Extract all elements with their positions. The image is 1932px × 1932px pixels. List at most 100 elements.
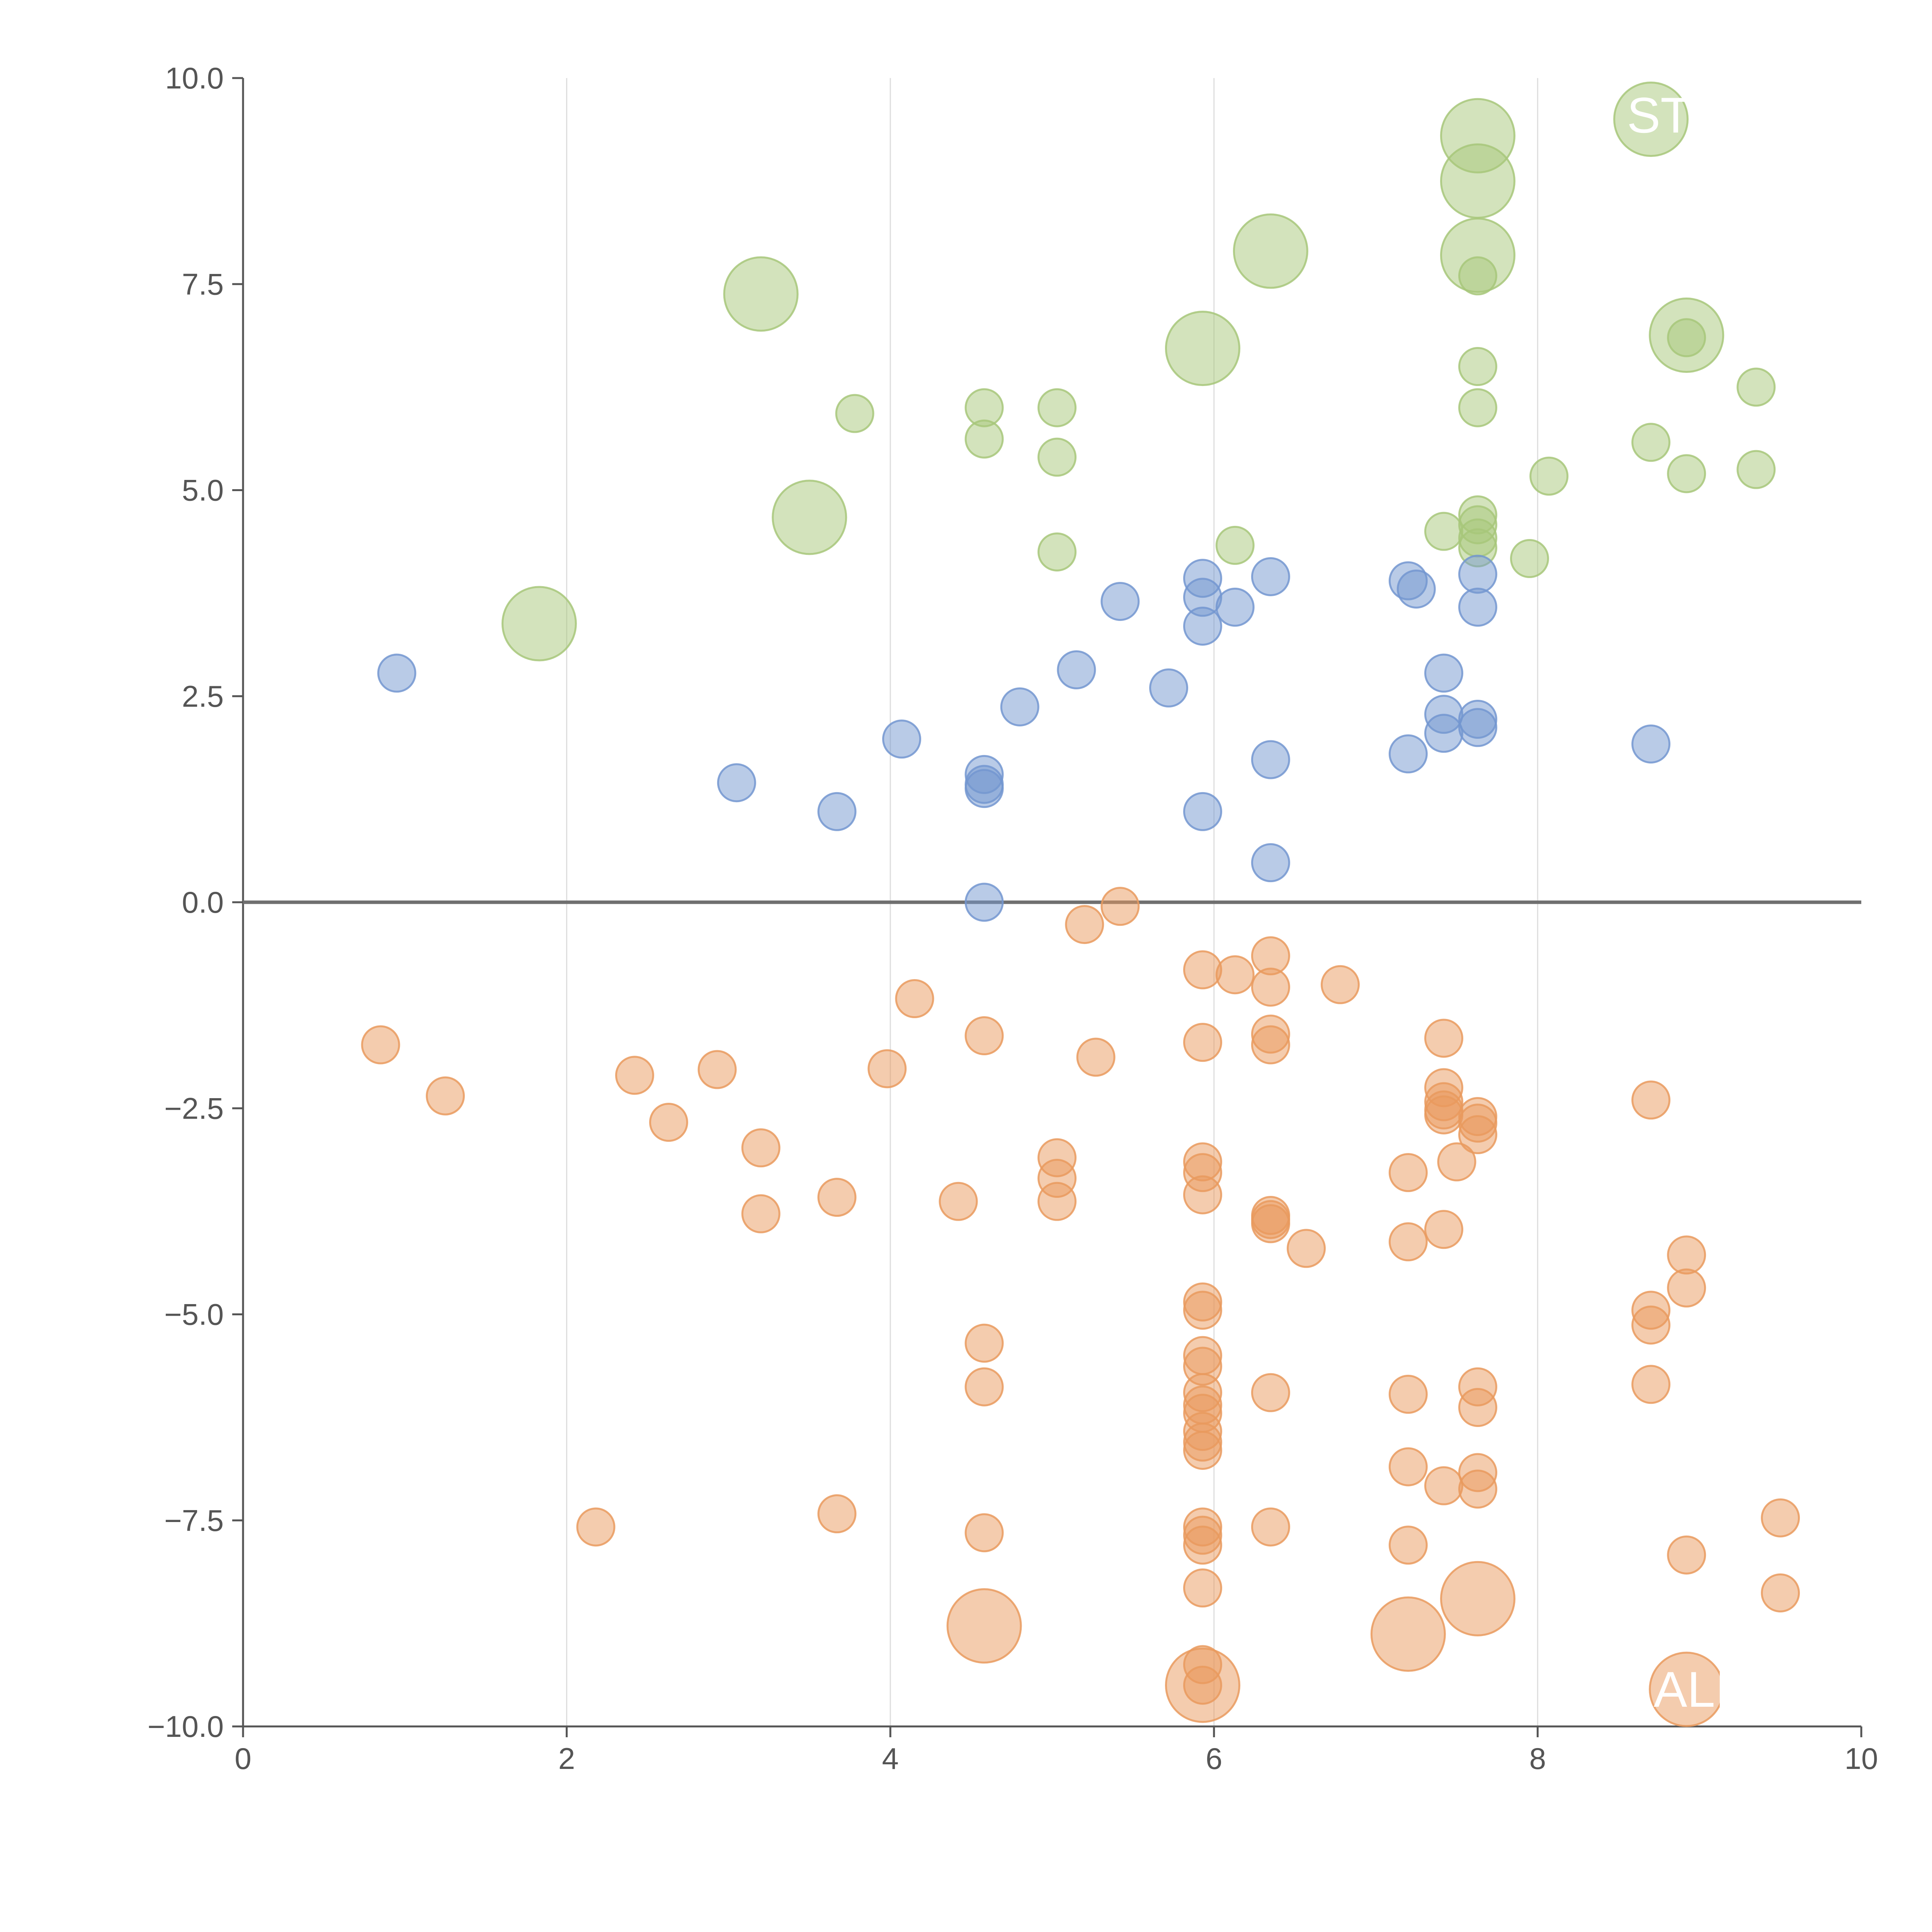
orange-point [964, 1323, 1004, 1363]
y-tick-label: 7.5 [182, 267, 224, 301]
blue-point [882, 719, 922, 759]
green-point [1215, 526, 1255, 565]
blue-point [1458, 587, 1497, 627]
green-point [723, 256, 799, 332]
green-point [835, 394, 874, 433]
orange-point [964, 1367, 1004, 1406]
blue-point [1000, 687, 1039, 726]
orange-point [1183, 1568, 1222, 1608]
blue-point [1183, 606, 1222, 646]
orange-point [1388, 1526, 1428, 1565]
orange-point [817, 1494, 857, 1534]
blue-point [1215, 587, 1255, 627]
orange-point [1165, 1647, 1240, 1723]
orange-point [895, 979, 934, 1019]
orange-point [741, 1128, 781, 1168]
orange-point [1424, 1095, 1463, 1134]
green-point [1458, 388, 1497, 427]
blue-point [964, 769, 1004, 808]
blue-point [1251, 843, 1290, 883]
orange-point [1100, 887, 1140, 926]
orange-point [1251, 1204, 1290, 1243]
orange-point [1065, 905, 1104, 944]
orange-point [1649, 1651, 1725, 1727]
blue-point [1458, 554, 1497, 594]
orange-point [1251, 1025, 1290, 1065]
orange-point [1458, 1115, 1497, 1155]
green-point [1736, 367, 1776, 407]
y-tick-label: −7.5 [164, 1503, 224, 1537]
blue-point [1631, 724, 1671, 764]
orange-point [1667, 1268, 1706, 1308]
blue-point [1388, 734, 1428, 774]
green-point [1424, 512, 1463, 551]
orange-point [1424, 1019, 1463, 1058]
orange-point [1667, 1535, 1706, 1575]
green-point [964, 419, 1004, 459]
green-point [1165, 311, 1240, 386]
orange-point [1287, 1229, 1326, 1268]
green-point [1667, 454, 1706, 493]
orange-point [1076, 1037, 1116, 1077]
orange-point [1183, 1430, 1222, 1470]
x-tick-label: 4 [882, 1742, 899, 1776]
orange-point [1215, 955, 1255, 995]
orange-point [1761, 1573, 1800, 1612]
orange-point [817, 1178, 857, 1217]
orange-point [1458, 1469, 1497, 1509]
orange-point [1761, 1498, 1800, 1537]
orange-point [1320, 965, 1360, 1004]
orange-point [1631, 1365, 1671, 1404]
orange-point [1251, 968, 1290, 1007]
blue-point [817, 792, 857, 831]
orange-point [1440, 1561, 1515, 1636]
orange-point [946, 1588, 1022, 1664]
orange-point [1370, 1596, 1446, 1672]
x-tick-label: 10 [1845, 1742, 1878, 1776]
orange-point [1183, 950, 1222, 990]
green-point [1736, 450, 1776, 489]
annotation-label: ALI [1654, 1661, 1729, 1718]
y-tick-label: −10.0 [148, 1709, 224, 1743]
green-point [1529, 456, 1569, 496]
orange-point [1458, 1388, 1497, 1427]
orange-point [576, 1507, 616, 1547]
data-points [361, 82, 1800, 1727]
orange-point [1388, 1153, 1428, 1192]
orange-point [1424, 1466, 1463, 1505]
blue-point [964, 883, 1004, 922]
orange-point [615, 1056, 654, 1095]
blue-point [1100, 582, 1140, 621]
blue-point [1251, 740, 1290, 779]
blue-point [1458, 708, 1497, 747]
blue-point [1251, 557, 1290, 596]
orange-point [1667, 1235, 1706, 1275]
green-point [1458, 347, 1497, 386]
blue-point [377, 653, 417, 693]
orange-point [361, 1025, 400, 1065]
orange-point [964, 1016, 1004, 1056]
orange-point [649, 1103, 688, 1142]
orange-point [1437, 1142, 1476, 1182]
y-tick-label: 2.5 [182, 679, 224, 713]
blue-point [1396, 569, 1436, 609]
x-tick-label: 0 [235, 1742, 251, 1776]
orange-point [1183, 1291, 1222, 1330]
orange-point [1251, 1373, 1290, 1412]
orange-point [1251, 1507, 1290, 1547]
green-point [1037, 437, 1077, 477]
orange-point [1388, 1447, 1428, 1486]
green-point [1233, 213, 1308, 289]
green-point [1613, 82, 1689, 157]
green-point [1667, 318, 1706, 357]
orange-point [1424, 1210, 1463, 1249]
orange-point [1037, 1182, 1077, 1221]
green-point [1037, 388, 1077, 427]
orange-point [939, 1182, 978, 1221]
green-point [1458, 256, 1497, 296]
orange-point [1183, 1023, 1222, 1062]
green-point [501, 586, 577, 662]
orange-point [1631, 1080, 1671, 1120]
orange-point [1388, 1222, 1428, 1262]
